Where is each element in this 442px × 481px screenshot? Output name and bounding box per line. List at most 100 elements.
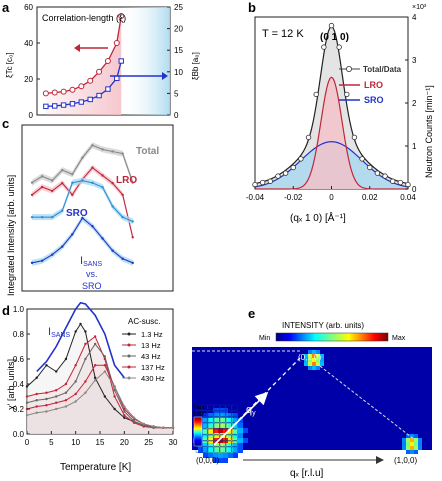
heatmap-cell [304, 354, 308, 358]
grid-cell [219, 404, 226, 411]
d-point-3 [45, 397, 48, 401]
d-point-5 [123, 405, 126, 408]
series-label-sro: SRO [66, 208, 88, 219]
d-point-1 [45, 364, 48, 367]
grid-cell [213, 410, 220, 417]
series-a-blue-line [45, 60, 122, 108]
heatmap-cell [308, 354, 312, 358]
d-point-1 [79, 322, 82, 326]
grid-cell [225, 446, 232, 453]
heatmap-cell [410, 450, 414, 454]
tick-label-d-x: 30 [169, 438, 178, 447]
panel-d-legend: 1.3 Hz 13 Hz 43 Hz 137 Hz 430 Hz [122, 330, 165, 383]
point-0 [131, 181, 134, 184]
legend-marker [127, 343, 131, 347]
fill-0 [27, 324, 173, 434]
heatmap-cell [228, 453, 233, 458]
heatmap-cell [228, 448, 233, 453]
d-point-5 [152, 425, 155, 428]
data-point [336, 44, 342, 50]
legend-marker [127, 365, 131, 369]
panel-a-legend: Correlation-length (ξ) [42, 13, 126, 23]
grid-cell [231, 440, 238, 447]
d-point-4 [55, 401, 58, 404]
heatmap-cell [228, 438, 233, 443]
point-2 [111, 205, 114, 208]
legend-label: 1.3 Hz [141, 330, 163, 339]
grid-cell [207, 428, 214, 435]
point-label-010: (0,1,0) [298, 353, 321, 362]
legend-lro: LRO [364, 80, 383, 90]
data-point [305, 134, 312, 141]
d-point-5 [113, 385, 116, 388]
d-point-2 [25, 395, 29, 398]
point-2 [81, 179, 84, 182]
heatmap-cell [218, 408, 223, 413]
heatmap-cell [312, 350, 316, 354]
panel-label-a: a [2, 0, 10, 15]
series-a-blue-point [96, 92, 102, 99]
point-0 [81, 156, 84, 159]
panel-e: INTENSITY (arb. units) Min Max qy Max 10… [192, 321, 432, 479]
grid-cell [231, 410, 238, 417]
panel-c: Total LRO SRO ISANS vs. SRO Integrated I… [6, 124, 174, 296]
band-3 [32, 215, 133, 266]
point-3 [71, 233, 74, 236]
heatmap-cell [223, 438, 228, 443]
point-3 [91, 225, 94, 228]
tick-label-b-x: -0.04 [246, 193, 265, 202]
heatmap-cell [316, 354, 320, 358]
point-3 [111, 249, 114, 252]
grid-cell [225, 440, 232, 447]
point-0 [101, 148, 104, 151]
heatmap-cell [203, 433, 208, 438]
data-point [359, 156, 365, 162]
grid-cell [219, 422, 226, 429]
grid-cell [213, 446, 220, 453]
heatmap-cell [312, 362, 316, 366]
dashed-diagonal [315, 362, 416, 441]
heatmap-cell [208, 413, 213, 418]
grid-cell [207, 434, 214, 441]
legend-marker [127, 354, 131, 358]
heatmap-cell [410, 442, 414, 446]
tick-label-a-right: 10 [174, 68, 183, 77]
d-point-5 [25, 414, 29, 417]
grid-cell [231, 428, 238, 435]
heatmap-cell [223, 433, 228, 438]
heatmap-cell [243, 428, 248, 433]
heatmap-cell [418, 438, 422, 442]
d-line-0 [36, 301, 125, 379]
data-point [351, 134, 358, 141]
heatmap-cell [208, 438, 213, 443]
heatmap-cell [320, 362, 324, 366]
fill-2 [27, 344, 173, 434]
heatmap-cell [203, 443, 208, 448]
grid-cell [225, 434, 232, 441]
panel-label-c: c [2, 116, 9, 131]
d-point-3 [93, 342, 97, 346]
grid-cell [231, 422, 238, 429]
tick-label-a-right: 15 [174, 46, 183, 55]
panel-d: 0 5 10 15 20 25 30 0.0 0.2 0.4 0.6 0.8 1.0 ISANS AC-… [6, 301, 178, 473]
heatmap-cell [233, 453, 238, 458]
d-point-5 [93, 379, 97, 382]
d-point-3 [132, 420, 136, 423]
series-a-red-point [104, 58, 111, 64]
d-point-3 [113, 389, 116, 392]
colorbar-title: INTENSITY (arb. units) [282, 321, 364, 330]
panel-b-xlabel: (qₓ 1 0) [Å⁻¹] [290, 211, 346, 224]
data-point [367, 164, 373, 171]
d-point-5 [142, 422, 145, 426]
heatmap-cell [402, 446, 406, 450]
series-a-red-point [60, 88, 67, 95]
heatmap-cell [213, 448, 218, 453]
sro-label-2: SRO [82, 281, 102, 291]
heatmap-cell [223, 418, 228, 423]
tick-label-b-x: 0.02 [362, 193, 378, 202]
d-point-5 [84, 391, 87, 394]
tick-label-d-y: 0.4 [13, 380, 25, 389]
point-3 [121, 257, 124, 260]
heatmap-cell [238, 443, 243, 448]
